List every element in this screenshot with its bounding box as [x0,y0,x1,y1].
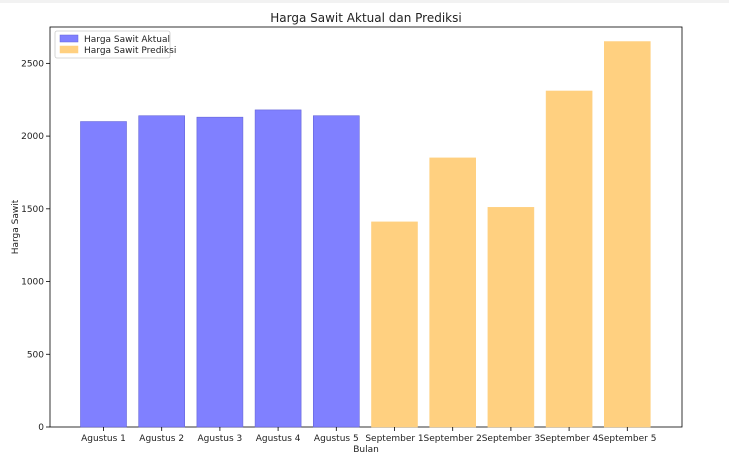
x-tick-label-september-4: September 4 [540,434,599,444]
y-axis: 0 500 1000 1500 2000 2500 [21,59,50,433]
y-tick-label-2000: 2000 [21,132,44,142]
x-tick-label-agustus-5: Agustus 5 [314,434,359,444]
legend-label-prediksi: Harga Sawit Prediksi [84,46,176,56]
legend: Harga Sawit Aktual Harga Sawit Prediksi [54,30,176,59]
bar-september-2 [429,157,477,428]
bar-september-5 [603,41,651,428]
legend-swatch-prediksi [59,45,79,54]
bars-layer [80,41,651,428]
bar-september-4 [545,90,593,428]
bar-agustus-1 [80,121,127,428]
legend-label-aktual: Harga Sawit Aktual [84,35,170,45]
y-tick-label-0: 0 [38,423,44,433]
x-tick-label-september-2: September 2 [424,434,482,444]
legend-swatch-aktual [59,34,79,43]
y-tick-label-2500: 2500 [21,59,44,69]
y-axis-label: Harga Sawit [11,199,21,254]
bar-agustus-2 [138,115,185,428]
y-tick-label-1500: 1500 [21,205,44,215]
bar-september-1 [371,221,418,428]
x-tick-label-september-3: September 3 [482,434,540,444]
x-tick-label-september-5: September 5 [598,434,656,444]
bar-agustus-3 [196,116,244,428]
bar-agustus-5 [312,115,360,428]
x-axis-label: Bulan [353,445,379,455]
x-tick-label-agustus-4: Agustus 4 [256,434,301,444]
top-border [0,0,729,3]
chart-title: Harga Sawit Aktual dan Prediksi [270,11,461,25]
x-axis: Agustus 1 Agustus 2 Agustus 3 Agustus 4 Agus… [81,427,656,444]
x-tick-label-september-1: September 1 [365,434,423,444]
plot-frame [49,26,683,428]
bar-september-3 [487,207,535,428]
y-tick-label-1000: 1000 [21,278,44,288]
legend-box [54,30,171,59]
bar-agustus-4 [254,109,302,428]
x-tick-label-agustus-1: Agustus 1 [81,434,126,444]
x-tick-label-agustus-3: Agustus 3 [198,434,243,444]
x-tick-label-agustus-2: Agustus 2 [139,434,184,444]
y-tick-label-500: 500 [27,350,44,360]
